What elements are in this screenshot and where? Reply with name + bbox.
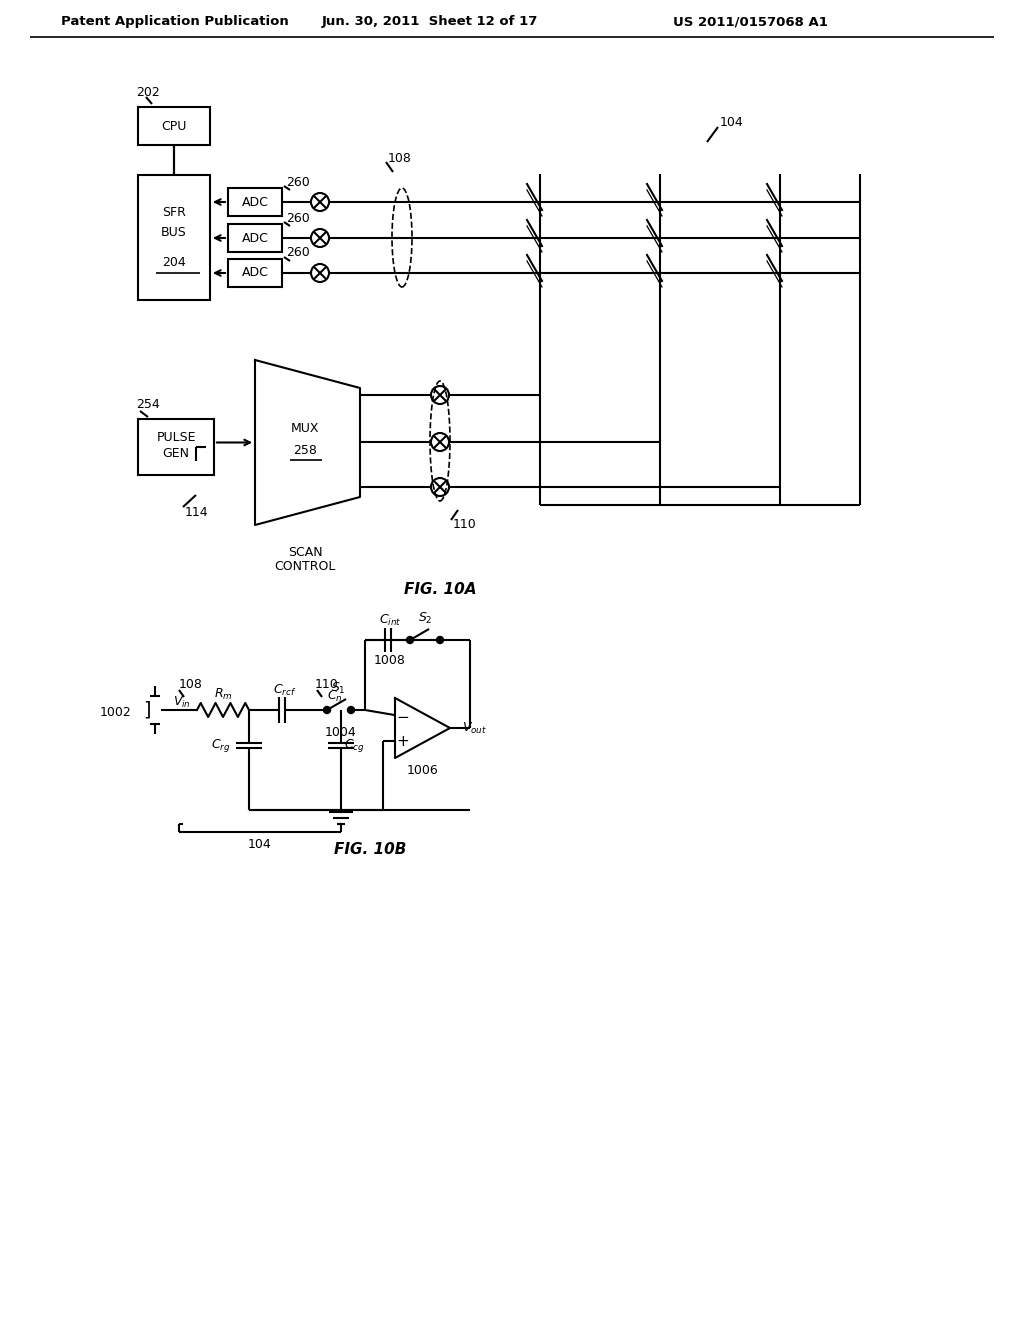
Text: 1002: 1002 xyxy=(99,705,131,718)
Text: $S_1$: $S_1$ xyxy=(331,680,345,696)
Circle shape xyxy=(324,706,331,714)
Text: $C_{cg}$: $C_{cg}$ xyxy=(344,737,365,754)
Circle shape xyxy=(347,706,354,714)
Circle shape xyxy=(436,636,443,644)
Text: 104: 104 xyxy=(248,837,272,850)
Text: $C_{rg}$: $C_{rg}$ xyxy=(211,737,231,754)
Text: 110: 110 xyxy=(315,677,339,690)
Text: ]: ] xyxy=(143,701,151,719)
Text: MUX: MUX xyxy=(291,422,319,436)
Text: 1008: 1008 xyxy=(374,653,406,667)
Text: $V_{in}$: $V_{in}$ xyxy=(173,694,190,710)
Text: ADC: ADC xyxy=(242,267,268,280)
Text: GEN: GEN xyxy=(163,447,189,461)
Text: 110: 110 xyxy=(453,519,477,532)
Text: CPU: CPU xyxy=(162,120,186,132)
Text: BUS: BUS xyxy=(161,226,186,239)
Text: 108: 108 xyxy=(179,677,203,690)
Text: 1004: 1004 xyxy=(326,726,357,738)
Text: $C_{rcf}$: $C_{rcf}$ xyxy=(273,682,297,697)
Text: 258: 258 xyxy=(293,444,317,457)
Bar xyxy=(138,107,210,145)
Text: $C_{int}$: $C_{int}$ xyxy=(379,612,401,627)
Text: SCAN: SCAN xyxy=(288,545,323,558)
Text: 260: 260 xyxy=(286,176,309,189)
Text: 202: 202 xyxy=(136,87,160,99)
Text: Jun. 30, 2011  Sheet 12 of 17: Jun. 30, 2011 Sheet 12 of 17 xyxy=(322,16,539,29)
Text: $S_2$: $S_2$ xyxy=(418,610,432,626)
Text: $R_m$: $R_m$ xyxy=(214,686,232,701)
Text: SFR: SFR xyxy=(162,206,186,219)
Text: ADC: ADC xyxy=(242,195,268,209)
Text: ADC: ADC xyxy=(242,231,268,244)
Text: PULSE: PULSE xyxy=(157,430,196,444)
Text: $+$: $+$ xyxy=(396,734,410,748)
Text: $-$: $-$ xyxy=(396,708,410,722)
Text: 114: 114 xyxy=(185,506,209,519)
Circle shape xyxy=(407,636,414,644)
Bar xyxy=(138,176,210,300)
Text: FIG. 10A: FIG. 10A xyxy=(403,582,476,598)
Text: 204: 204 xyxy=(162,256,186,269)
Text: CONTROL: CONTROL xyxy=(274,560,336,573)
Text: 104: 104 xyxy=(720,116,743,128)
Bar xyxy=(228,259,282,286)
Text: 260: 260 xyxy=(286,247,309,260)
Bar xyxy=(228,187,282,216)
Text: $V_{out}$: $V_{out}$ xyxy=(462,721,487,735)
Text: $C_n$: $C_n$ xyxy=(327,689,343,704)
Text: FIG. 10B: FIG. 10B xyxy=(334,842,407,858)
Text: 1006: 1006 xyxy=(407,763,438,776)
Text: 254: 254 xyxy=(136,399,160,412)
Bar xyxy=(228,224,282,252)
Text: Patent Application Publication: Patent Application Publication xyxy=(61,16,289,29)
Text: 108: 108 xyxy=(388,152,412,165)
Text: 260: 260 xyxy=(286,211,309,224)
Text: US 2011/0157068 A1: US 2011/0157068 A1 xyxy=(673,16,827,29)
Bar xyxy=(138,418,214,475)
